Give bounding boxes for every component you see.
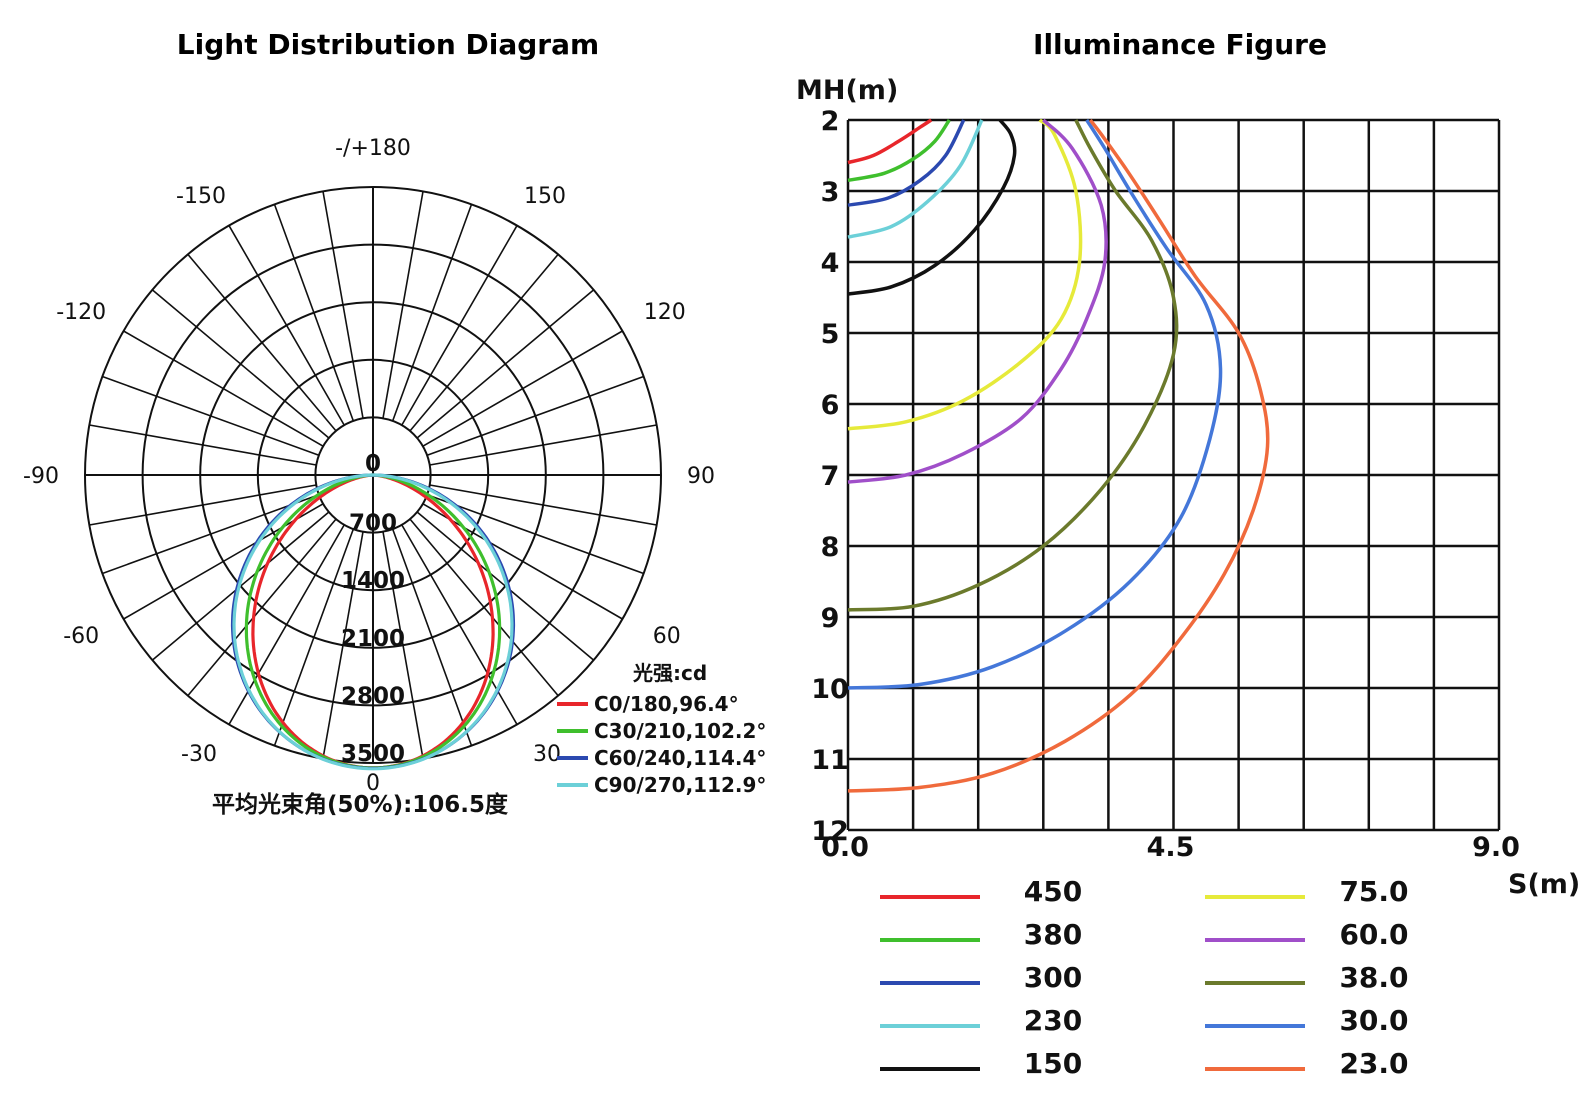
polar-spoke <box>273 204 355 422</box>
polar-angle-label: -90 <box>23 464 59 489</box>
polar-legend-label: C0/180,96.4° <box>594 692 739 716</box>
illuminance-series-0 <box>847 118 933 165</box>
illuminance-legend-label: 230 <box>1024 1004 1082 1037</box>
polar-spoke <box>426 493 644 575</box>
polar-beam-angle-label: 平均光束角(50%):106.5度 <box>212 791 509 818</box>
polar-spoke <box>89 424 317 466</box>
illuminance-legend-label: 30.0 <box>1339 1004 1408 1037</box>
polar-angle-label: 90 <box>687 464 715 489</box>
polar-legend-label: C90/270,112.9° <box>594 773 766 797</box>
polar-legend-label: C30/210,102.2° <box>594 719 766 743</box>
polar-spoke <box>123 330 324 447</box>
polar-spoke <box>273 528 355 746</box>
polar-angle-label: 60 <box>653 624 681 649</box>
polar-spoke <box>123 503 324 620</box>
polar-angle-label: 120 <box>644 300 686 325</box>
polar-spoke <box>382 531 424 759</box>
illuminance-legend-label: 450 <box>1024 875 1082 908</box>
polar-radial-tick-label: 700 <box>349 511 397 537</box>
illuminance-x-axis-label: S(m) <box>1508 869 1580 900</box>
polar-series-3 <box>232 473 514 771</box>
polar-spoke <box>429 424 657 466</box>
polar-angle-label: 30 <box>533 742 561 767</box>
polar-spoke <box>322 531 364 759</box>
polar-spoke <box>401 225 518 426</box>
illuminance-chart-title: Illuminance Figure <box>1033 28 1327 61</box>
illuminance-series-1 <box>847 119 951 183</box>
illuminance-y-tick-label: 6 <box>821 390 840 421</box>
polar-spoke <box>422 330 623 447</box>
polar-angle-label: -30 <box>181 742 217 767</box>
illuminance-legend-label: 38.0 <box>1339 961 1408 994</box>
polar-radial-tick-label: 0 <box>365 451 381 477</box>
polar-radial-tick-label: 3500 <box>341 741 405 767</box>
illuminance-series-9 <box>847 118 1270 793</box>
polar-angle-label: -120 <box>56 300 106 325</box>
illuminance-chart: 2 3 4 5 6 7 8 9 10 11 120.0 4.5 9.0 <box>811 106 1520 863</box>
illuminance-y-axis-label: MH(m) <box>796 75 898 106</box>
polar-spoke <box>426 375 644 457</box>
polar-angle-label: 0 <box>366 771 380 796</box>
polar-spoke <box>409 518 559 697</box>
polar-spoke <box>391 204 473 422</box>
polar-chart: 0 700 1400 2100 2800 3500 -/+180 -150 150 -120 120… <box>23 136 766 797</box>
illuminance-legend-label: 75.0 <box>1339 875 1408 908</box>
illuminance-x-tick-label: 9.0 <box>1472 832 1520 863</box>
polar-angle-label: -60 <box>63 624 99 649</box>
illuminance-series-4 <box>847 118 1017 296</box>
polar-spoke <box>409 253 559 432</box>
illuminance-y-tick-label: 12 <box>811 816 849 847</box>
polar-spoke <box>187 518 337 697</box>
polar-radial-tick-label: 1400 <box>341 568 405 594</box>
illuminance-series-6 <box>847 118 1108 484</box>
illuminance-series-2 <box>847 119 966 207</box>
illuminance-y-tick-label: 4 <box>821 248 840 279</box>
illuminance-y-tick-label: 8 <box>821 532 840 563</box>
polar-unit-label: 光强:cd <box>632 661 707 685</box>
polar-spoke <box>187 253 337 432</box>
illuminance-legend-label: 23.0 <box>1339 1047 1408 1080</box>
polar-spoke <box>382 191 424 419</box>
illuminance-series-5 <box>847 118 1083 431</box>
illuminance-series-3 <box>847 119 984 239</box>
polar-chart-title: Light Distribution Diagram <box>177 28 599 61</box>
polar-spoke <box>89 484 317 526</box>
illuminance-legend-label: 300 <box>1024 961 1082 994</box>
illuminance-y-tick-label: 7 <box>821 461 840 492</box>
polar-spoke <box>416 289 595 439</box>
polar-spoke <box>102 375 320 457</box>
illuminance-y-tick-label: 5 <box>821 319 840 350</box>
illuminance-series-8 <box>847 119 1223 690</box>
polar-spoke <box>422 503 623 620</box>
illuminance-legend-label: 380 <box>1024 918 1082 951</box>
illuminance-legend-label: 60.0 <box>1339 918 1408 951</box>
illuminance-y-tick-label: 2 <box>821 106 840 137</box>
illuminance-series-7 <box>847 119 1179 612</box>
polar-spoke <box>322 191 364 419</box>
polar-spoke <box>102 493 320 575</box>
illuminance-x-tick-label: 0.0 <box>821 832 869 863</box>
illuminance-legend: 450 380 300 230 150 75.0 60.0 38.0 30.0 23.0 <box>880 875 1409 1080</box>
polar-angle-label: -150 <box>176 184 226 209</box>
polar-spoke <box>391 528 473 746</box>
polar-angle-label: -/+180 <box>335 136 411 161</box>
illuminance-y-tick-label: 3 <box>821 177 840 208</box>
polar-radial-tick-label: 2800 <box>341 683 405 709</box>
illuminance-y-tick-label: 9 <box>821 603 840 634</box>
polar-spoke <box>429 484 657 526</box>
polar-legend-label: C60/240,114.4° <box>594 746 766 770</box>
illuminance-y-tick-label: 10 <box>811 674 849 705</box>
polar-spoke <box>151 289 330 439</box>
illuminance-x-tick-label: 4.5 <box>1147 832 1195 863</box>
illuminance-legend-label: 150 <box>1024 1047 1082 1080</box>
polar-angle-label: 150 <box>524 184 566 209</box>
polar-radial-tick-label: 2100 <box>341 626 405 652</box>
polar-spoke <box>228 225 345 426</box>
illuminance-y-tick-label: 11 <box>811 745 849 776</box>
